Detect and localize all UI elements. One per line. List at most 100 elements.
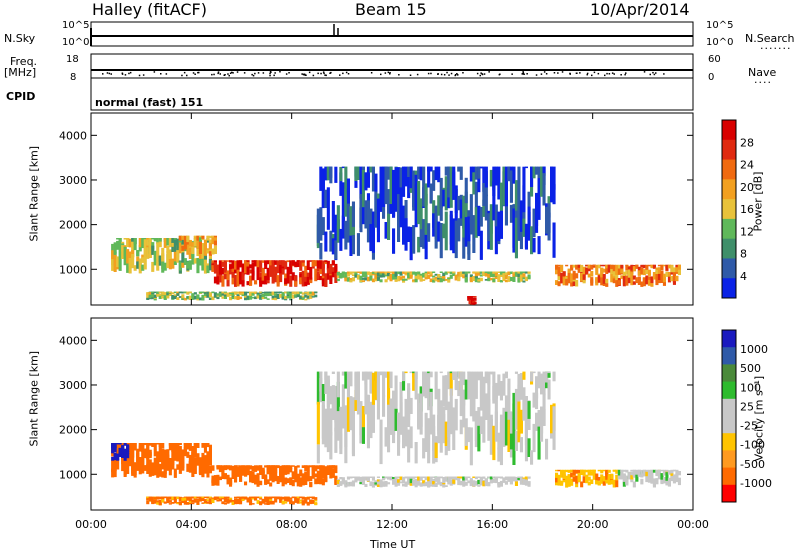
power-cell-6: [532, 166, 536, 179]
nave-dot: [488, 71, 490, 73]
velocity-cell-1: [321, 479, 325, 483]
velocity-cell-2: [449, 476, 453, 480]
velocity-cell-0: [193, 457, 197, 474]
velocity-cell-5: [617, 469, 621, 476]
power-cell-3: [439, 277, 443, 283]
velocity-cell-0: [153, 463, 157, 476]
power-cell-4: [193, 292, 197, 295]
cpid-strip-frame: [90, 77, 694, 111]
velocity-cell-2: [524, 480, 528, 486]
power-cell-5: [597, 275, 601, 283]
power-cell-6: [479, 207, 483, 227]
velocity-cell-6: [422, 438, 426, 459]
power-cell-4: [301, 295, 305, 298]
velocity-cell-5: [662, 469, 666, 472]
velocity-cell-1: [236, 465, 240, 467]
power-cell-3: [512, 276, 516, 282]
velocity-cell-0: [166, 463, 170, 471]
power-cell-5: [662, 273, 666, 280]
velocity-cell-0: [116, 443, 120, 455]
velocity-cell-6: [537, 418, 541, 460]
power-cell-3: [527, 271, 531, 274]
nave-dot: [597, 72, 600, 75]
power-cell-2: [236, 260, 240, 271]
power-cell-5: [640, 264, 644, 268]
velocity-cell-2: [429, 484, 433, 487]
velocity-cell-6: [427, 371, 431, 411]
velocity-cell-1: [281, 465, 285, 474]
velocity-cell-1: [324, 466, 328, 473]
power-cell-6: [427, 166, 431, 188]
power-cell-6: [502, 179, 506, 206]
velocity-cell-3: [206, 496, 210, 499]
power-cell-4: [218, 292, 222, 297]
velocity-cell-5: [675, 473, 679, 479]
power-cell-5: [652, 264, 656, 269]
velocity-cell-6: [369, 371, 373, 394]
velocity-cell-3: [166, 499, 170, 504]
velocity-cell-1: [218, 465, 222, 468]
velocity-cell-4: [597, 469, 601, 472]
velocity-cell-2: [442, 478, 446, 483]
velocity-cell-4: [610, 473, 614, 480]
power-cell-5: [660, 272, 664, 283]
power-cell-6: [349, 206, 353, 236]
velocity-cell-0: [181, 450, 185, 468]
power-cell-5: [600, 264, 604, 267]
power-cell-5: [647, 276, 651, 280]
power-cell-4: [306, 291, 310, 296]
power-cell-4: [304, 292, 308, 294]
velocity-ylabel: Slant Range [km]: [27, 350, 41, 447]
velocity-cell-6: [387, 390, 391, 422]
velocity-cell-3: [223, 502, 227, 505]
colorbar-tick-label: 4: [740, 270, 747, 283]
velocity-cell-6: [336, 401, 340, 441]
velocity-cell-6: [484, 371, 488, 384]
velocity-cell-4: [600, 469, 604, 474]
power-cell-4: [274, 293, 278, 297]
velocity-cell-4: [605, 471, 609, 480]
velocity-cell-2: [387, 482, 391, 485]
velocity-cell-6: [527, 401, 531, 419]
power-cell-6: [492, 182, 496, 221]
power-cell-4: [158, 293, 162, 297]
power-cell-2: [321, 264, 325, 278]
power-cell-3: [351, 271, 355, 273]
power-cell-4: [281, 295, 285, 300]
velocity-cell-2: [414, 478, 418, 481]
velocity-cell-2: [366, 477, 370, 482]
power-cell-6: [336, 205, 340, 243]
velocity-cell-5: [667, 483, 671, 487]
power-cell-6: [341, 182, 345, 229]
velocity-cell-3: [153, 499, 157, 504]
velocity-cell-2: [339, 481, 343, 486]
velocity-cell-1: [321, 465, 325, 469]
nave-dot: [254, 72, 256, 75]
velocity-cell-2: [527, 481, 531, 487]
power-cell-2: [296, 260, 300, 263]
velocity-cell-3: [254, 497, 258, 501]
power-cell-3: [356, 271, 360, 273]
velocity-cell-6: [514, 371, 518, 374]
power-cell-3: [442, 278, 446, 282]
power-cell-2: [284, 278, 288, 285]
power-cell-6: [364, 200, 368, 229]
power-cell-0: [116, 256, 120, 267]
velocity-cell-0: [198, 460, 202, 476]
power-cell-5: [667, 264, 671, 269]
power-cell-5: [642, 264, 646, 269]
velocity-cell-6: [489, 371, 493, 375]
power-cell-2: [213, 276, 217, 284]
power-cell-0: [118, 254, 122, 271]
velocity-cell-2: [467, 480, 471, 484]
nave-dot: [624, 73, 626, 76]
velocity-cell-3: [236, 501, 240, 505]
velocity-cell-1: [266, 479, 270, 485]
power-cell-0: [168, 249, 172, 262]
power-cell-3: [457, 271, 461, 277]
velocity-cell-6: [437, 414, 441, 444]
power-cell-3: [524, 271, 528, 274]
velocity-cell-1: [276, 476, 280, 484]
power-cell-6: [404, 200, 408, 232]
